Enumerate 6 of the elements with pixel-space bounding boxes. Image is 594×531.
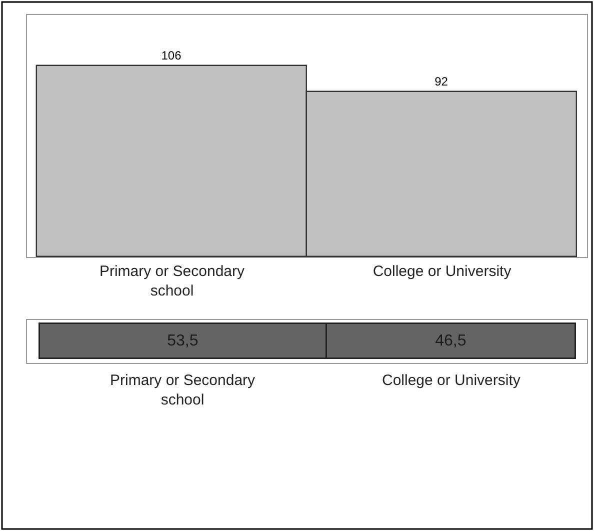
data-label: 46,5 <box>435 332 466 350</box>
data-label: 106 <box>161 48 182 62</box>
data-label: 53,5 <box>167 332 198 350</box>
data-label: 92 <box>434 74 448 88</box>
series-label: College or University <box>382 372 521 389</box>
series-label: Primary or Secondary school <box>110 372 256 408</box>
